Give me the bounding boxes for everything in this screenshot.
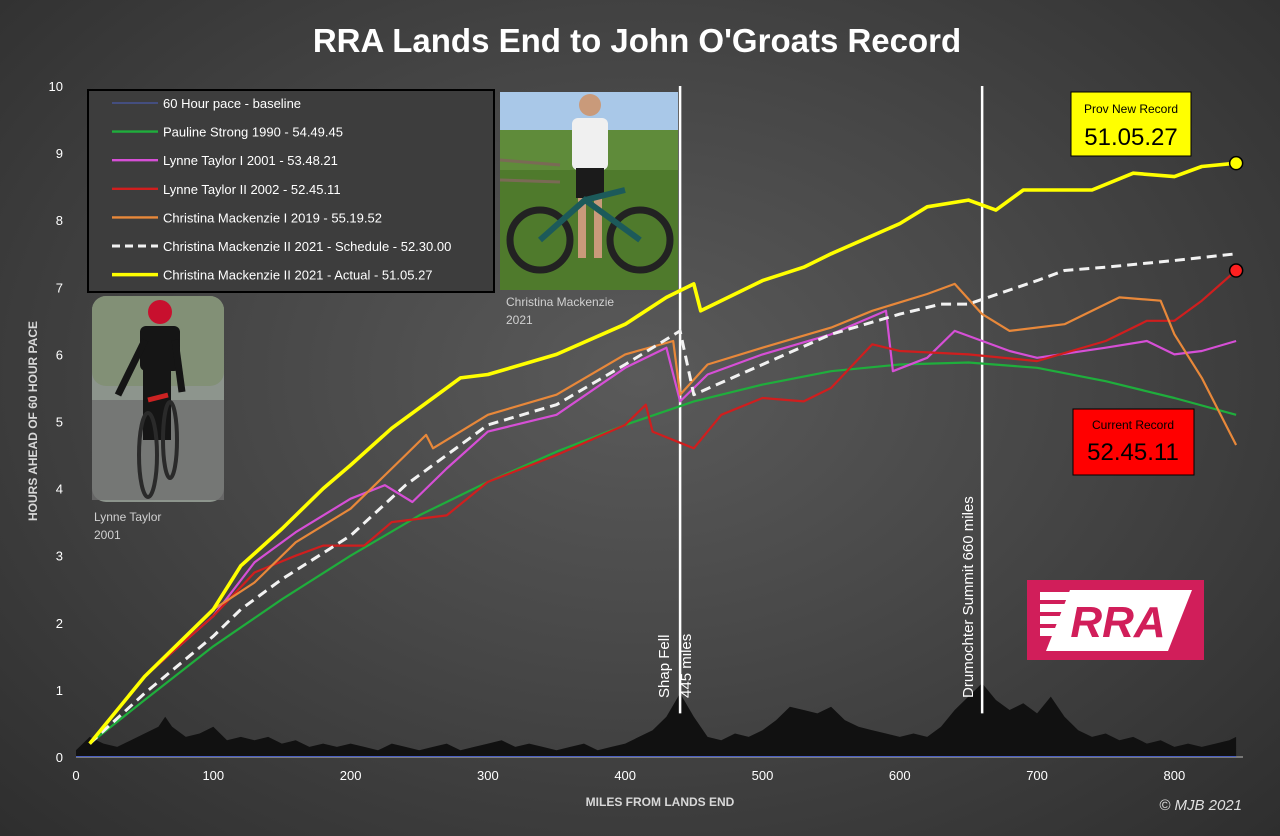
y-tick-label: 0 [56,750,63,765]
annotations: Shap Fell 445 miles Drumochter Summit 660 … [656,86,984,714]
series-line [88,161,1237,745]
elevation-profile [76,683,1237,757]
prov-new-record-label: Prov New Record [1084,102,1178,116]
current-record-label: Current Record [1092,418,1174,432]
legend-entry-label: 60 Hour pace - baseline [163,96,301,111]
x-tick-label: 400 [614,768,636,783]
legend: 60 Hour pace - baseline Pauline Strong 19… [87,89,495,293]
lynne-caption-year: 2001 [94,528,121,542]
y-tick-label: 2 [56,616,63,631]
current-record-box: Current Record 52.45.11 [1072,408,1195,476]
christina-caption-year: 2021 [506,313,533,327]
drumochter-label: Drumochter Summit 660 miles [960,496,977,698]
x-tick-label: 300 [477,768,499,783]
x-tick-label: 500 [752,768,774,783]
y-tick-label: 4 [56,482,63,497]
shap-fell-label: Shap Fell [656,635,673,698]
christina-photo: Christina Mackenzie 2021 [499,92,678,327]
y-axis-title: HOURS AHEAD OF 60 HOUR PACE [26,321,40,521]
legend-entry-label: Christina Mackenzie I 2019 - 55.19.52 [163,210,382,225]
end-markers [1228,155,1244,278]
legend-entry-label: Christina Mackenzie II 2021 - Actual - 5… [163,268,433,283]
end-marker [1228,155,1244,171]
legend-entry-label: Lynne Taylor II 2002 - 52.45.11 [163,182,341,197]
x-tick-label: 700 [1026,768,1048,783]
x-axis-title: MILES FROM LANDS END [586,795,735,809]
y-tick-label: 5 [56,415,63,430]
series-line [88,252,1237,745]
x-tick-label: 200 [340,768,362,783]
y-tick-label: 10 [49,79,63,94]
y-tick-label: 9 [56,146,63,161]
x-tick-label: 100 [202,768,224,783]
y-tick-label: 8 [56,213,63,228]
legend-entry-label: Pauline Strong 1990 - 54.49.45 [163,125,343,140]
lynne-photo: Lynne Taylor 2001 [92,296,224,542]
series-line [88,269,1237,745]
copyright: © MJB 2021 [1159,797,1242,814]
series-line [88,282,1238,745]
series-line [89,361,1237,745]
legend-entry-label: Christina Mackenzie II 2021 - Schedule -… [163,239,451,254]
prov-new-record-value: 51.05.27 [1084,124,1177,151]
y-tick-label: 6 [56,347,63,362]
rra-logo: RRA [1027,580,1204,660]
shap-fell-label: 445 miles [678,634,695,698]
y-tick-label: 1 [56,683,63,698]
end-marker [1228,263,1244,278]
current-record-value: 52.45.11 [1087,439,1179,466]
y-tick-label: 7 [56,280,63,295]
legend-entry-label: Lynne Taylor I 2001 - 53.48.21 [163,153,338,168]
elevation-area [76,683,1237,757]
prov-new-record-box: Prov New Record 51.05.27 [1070,91,1192,157]
y-tick-label: 3 [56,549,63,564]
series [76,161,1238,757]
lynne-caption-name: Lynne Taylor [94,510,161,524]
rra-logo-text: RRA [1070,598,1165,647]
chart-title: RRA Lands End to John O'Groats Record [313,22,961,59]
x-tick-label: 600 [889,768,911,783]
christina-caption-name: Christina Mackenzie [506,295,614,309]
x-tick-label: 0 [72,768,79,783]
x-tick-label: 800 [1164,768,1186,783]
